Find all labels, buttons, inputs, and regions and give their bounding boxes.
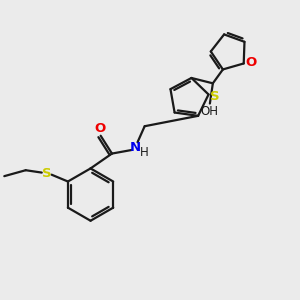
Text: S: S [42,167,52,180]
Text: O: O [94,122,106,135]
Text: H: H [140,146,148,160]
Text: N: N [130,140,141,154]
Text: O: O [245,56,257,69]
Text: OH: OH [200,105,218,119]
Text: S: S [210,90,220,104]
